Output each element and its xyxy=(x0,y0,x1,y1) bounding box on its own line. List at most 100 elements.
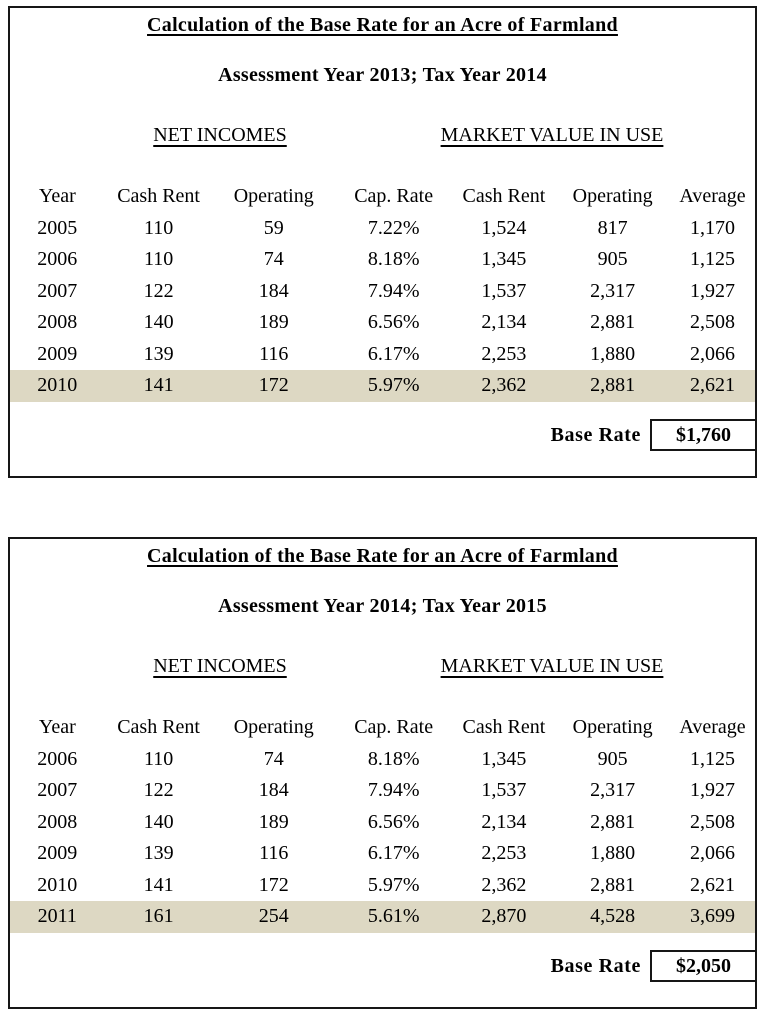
table-cell: 1,125 xyxy=(690,248,735,270)
section-headings: NET INCOMES MARKET VALUE IN USE xyxy=(10,122,755,148)
section-headings: NET INCOMES MARKET VALUE IN USE xyxy=(10,653,755,679)
table-cell: 2,621 xyxy=(690,873,735,896)
table-title: Calculation of the Base Rate for an Acre… xyxy=(20,543,745,569)
table-cell: 2,508 xyxy=(690,810,735,833)
table-row: 2007 122 184 7.94% 1,537 2,317 1,927 xyxy=(10,276,755,308)
base-rate-label: Base Rate xyxy=(550,423,641,446)
column-header: Year xyxy=(38,716,76,738)
table-cell: 122 xyxy=(143,279,174,302)
table-cell: 141 xyxy=(143,873,174,896)
table-cell: 6.56% xyxy=(367,810,420,833)
table-cell: 2009 xyxy=(37,342,78,365)
column-header: Operating xyxy=(233,185,314,207)
table-cell: 172 xyxy=(258,374,289,396)
table-cell: 189 xyxy=(258,810,289,833)
rates-table: Year Cash Rent Operating Cap. Rate Cash Rent… xyxy=(10,181,755,402)
column-header: Cap. Rate xyxy=(354,716,434,738)
table-cell: 2,621 xyxy=(690,374,735,396)
table-cell: 6.56% xyxy=(367,311,420,333)
table-cell: 6.17% xyxy=(367,842,420,864)
table-title-text: Calculation of the Base Rate for an Acre… xyxy=(147,14,618,36)
table-title: Calculation of the Base Rate for an Acre… xyxy=(20,12,745,38)
table-cell: 7.22% xyxy=(367,216,420,239)
table-cell: 59 xyxy=(263,216,284,239)
table-cell: 122 xyxy=(143,779,174,801)
table-row: 2006 110 74 8.18% 1,345 905 1,125 xyxy=(10,244,755,276)
table-cell: 110 xyxy=(143,216,174,239)
table-subtitle: Assessment Year 2014; Tax Year 2015 xyxy=(218,595,547,617)
table-cell: 4,528 xyxy=(590,905,636,927)
table-cell: 74 xyxy=(263,747,284,770)
base-rate-row: Base Rate $1,760 xyxy=(10,418,757,451)
table-cell: 1,927 xyxy=(690,279,735,302)
table-cell: 2005 xyxy=(37,216,78,239)
table-row-highlighted: 2010 141 172 5.97% 2,362 2,881 2,621 xyxy=(10,370,755,402)
table-cell: 2,134 xyxy=(481,810,527,833)
table-cell: 2,362 xyxy=(481,873,527,896)
table-cell: 1,880 xyxy=(590,842,636,864)
net-incomes-heading: NET INCOMES xyxy=(153,655,287,677)
table-cell: 1,170 xyxy=(690,216,735,239)
table-cell: 184 xyxy=(258,779,289,801)
table-cell: 2,881 xyxy=(590,873,636,896)
table-cell: 2,066 xyxy=(690,842,735,864)
table-cell: 2,253 xyxy=(481,842,527,864)
base-rate-table-2014: Calculation of the Base Rate for an Acre… xyxy=(8,537,757,1009)
column-header: Operating xyxy=(572,185,653,207)
table-cell: 140 xyxy=(143,810,174,833)
table-cell: 1,537 xyxy=(481,779,527,801)
base-rate-row: Base Rate $2,050 xyxy=(10,949,757,982)
table-cell: 2010 xyxy=(37,873,78,896)
table-cell: 7.94% xyxy=(367,279,420,302)
table-header-row: Year Cash Rent Operating Cap. Rate Cash Rent… xyxy=(10,712,755,744)
table-cell: 110 xyxy=(143,248,174,270)
table-cell: 2010 xyxy=(37,374,78,396)
column-header: Average xyxy=(679,716,746,738)
base-rate-label: Base Rate xyxy=(550,954,641,977)
table-cell: 2008 xyxy=(37,810,78,833)
base-rate-value-box: $2,050 xyxy=(650,949,757,982)
table-cell: 5.97% xyxy=(367,374,420,396)
table-cell: 6.17% xyxy=(367,342,420,365)
table-subtitle: Assessment Year 2013; Tax Year 2014 xyxy=(218,64,547,86)
table-row: 2008 140 189 6.56% 2,134 2,881 2,508 xyxy=(10,807,755,839)
table-cell: 2,317 xyxy=(590,779,636,801)
market-value-heading: MARKET VALUE IN USE xyxy=(440,655,664,677)
table-cell: 74 xyxy=(263,248,284,270)
table-cell: 2,317 xyxy=(590,279,636,302)
table-cell: 2006 xyxy=(37,747,78,770)
table-cell: 184 xyxy=(258,279,289,302)
table-cell: 817 xyxy=(597,216,628,239)
table-cell: 2011 xyxy=(37,905,77,927)
table-cell: 116 xyxy=(259,842,289,864)
table-cell: 5.97% xyxy=(367,873,420,896)
table-cell: 1,880 xyxy=(590,342,636,365)
table-row: 2010 141 172 5.97% 2,362 2,881 2,621 xyxy=(10,870,755,902)
market-value-heading: MARKET VALUE IN USE xyxy=(440,124,664,146)
table-cell: 2,253 xyxy=(481,342,527,365)
table-cell: 1,125 xyxy=(690,747,735,770)
table-row: 2006 110 74 8.18% 1,345 905 1,125 xyxy=(10,744,755,776)
column-header: Average xyxy=(679,185,746,207)
table-row-highlighted: 2011 161 254 5.61% 2,870 4,528 3,699 xyxy=(10,901,755,933)
column-header: Cash Rent xyxy=(117,185,200,207)
table-cell: 2,881 xyxy=(590,810,636,833)
table-cell: 2007 xyxy=(37,279,78,302)
column-header: Cash Rent xyxy=(462,185,546,207)
table-cell: 5.61% xyxy=(367,905,420,927)
table-cell: 905 xyxy=(597,747,628,770)
table-cell: 139 xyxy=(143,842,174,864)
table-cell: 2,881 xyxy=(590,374,636,396)
table-row: 2008 140 189 6.56% 2,134 2,881 2,508 xyxy=(10,307,755,339)
table-cell: 1,537 xyxy=(481,279,527,302)
table-cell: 8.18% xyxy=(367,248,420,270)
column-header: Year xyxy=(38,185,76,207)
table-row: 2005 110 59 7.22% 1,524 817 1,170 xyxy=(10,213,755,245)
column-header: Cap. Rate xyxy=(354,185,434,207)
table-row: 2009 139 116 6.17% 2,253 1,880 2,066 xyxy=(10,838,755,870)
table-cell: 161 xyxy=(143,905,174,927)
table-cell: 1,524 xyxy=(481,216,527,239)
net-incomes-heading: NET INCOMES xyxy=(153,124,287,146)
table-cell: 2,881 xyxy=(590,311,636,333)
